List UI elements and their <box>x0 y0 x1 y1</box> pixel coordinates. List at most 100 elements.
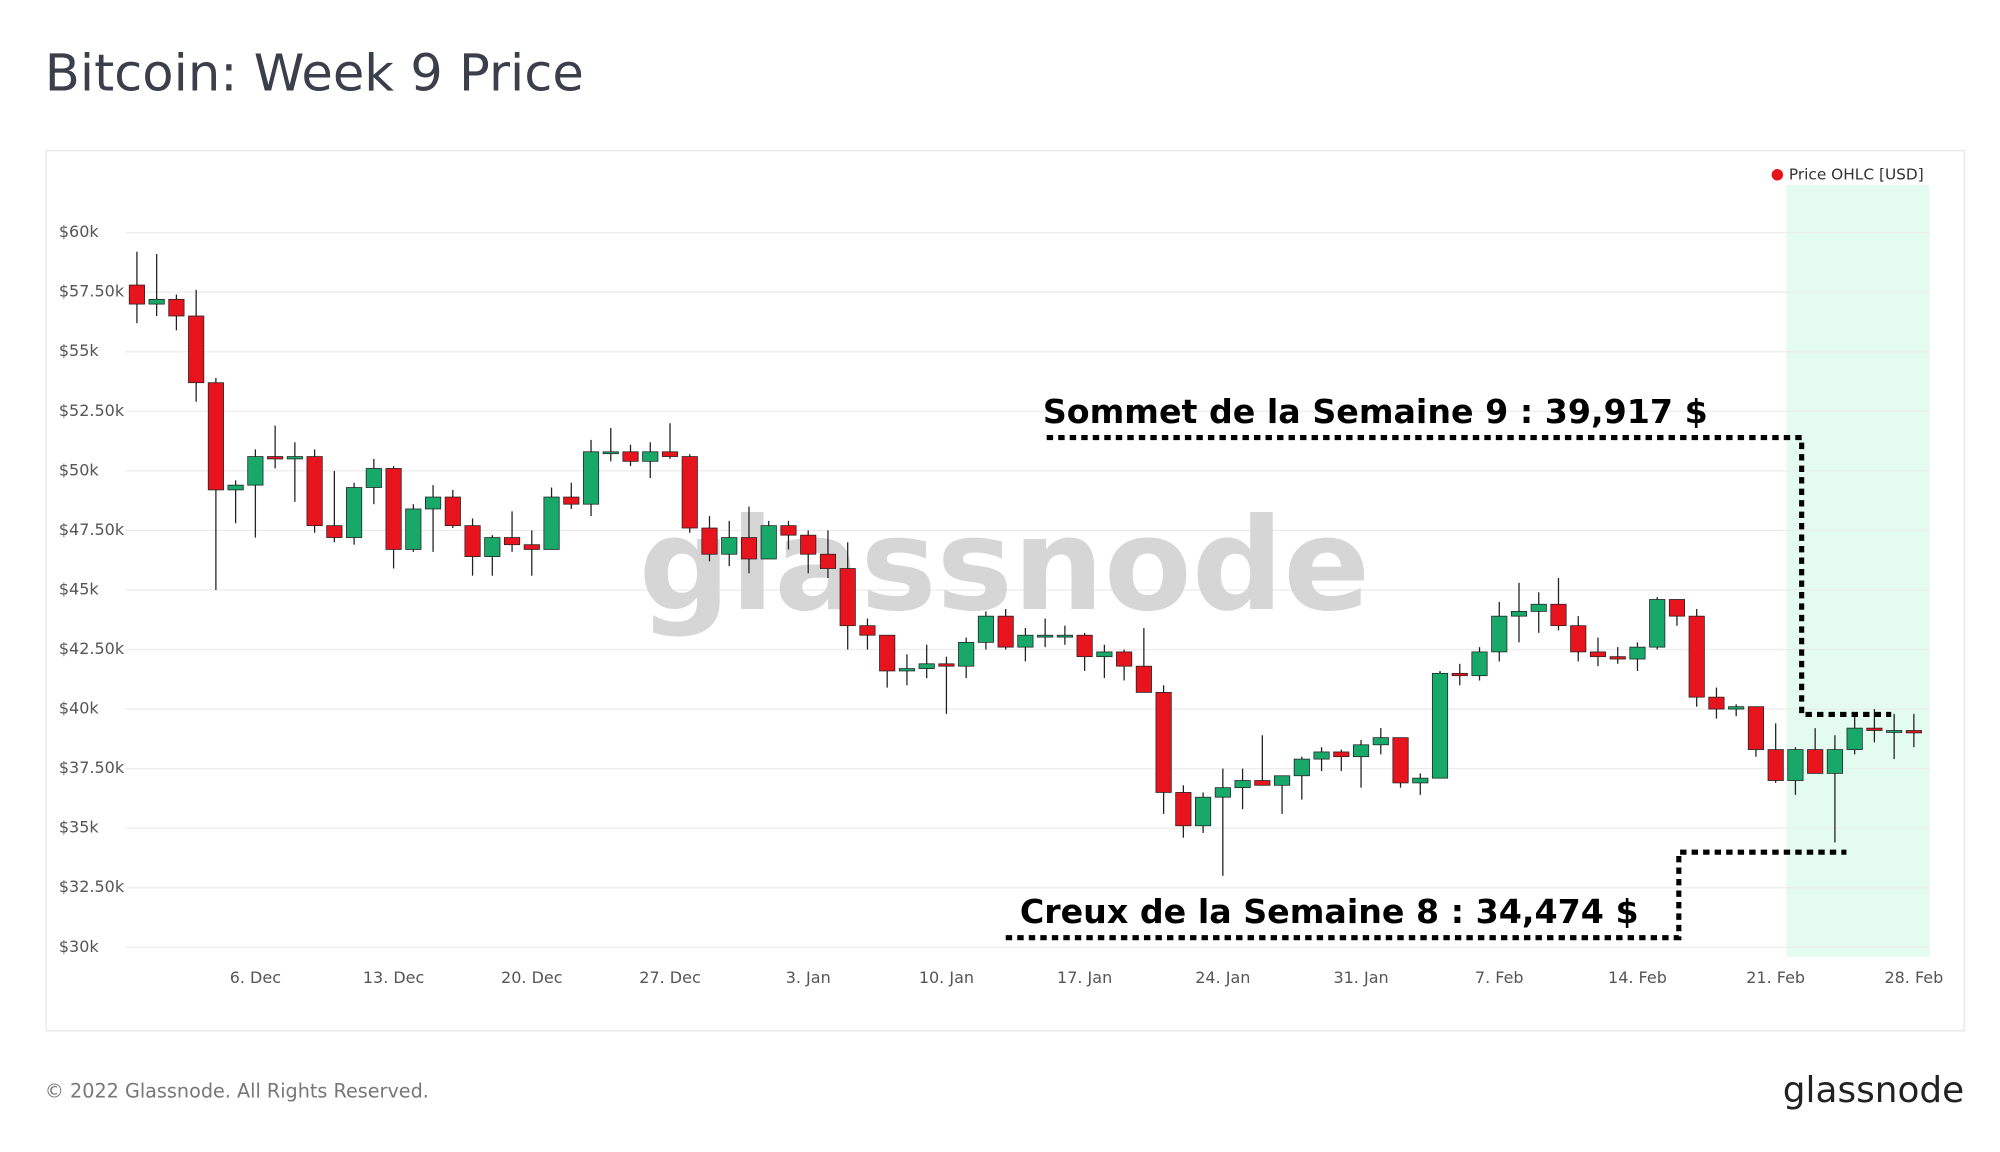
candle-body <box>286 456 303 460</box>
x-tick-label: 21. Feb <box>1746 968 1805 987</box>
candle-body <box>385 468 402 550</box>
candle-body <box>1629 646 1646 660</box>
candle-body <box>1017 634 1034 648</box>
dotted-line <box>1046 435 1892 717</box>
candle-body <box>661 451 679 457</box>
candle-body <box>819 553 837 569</box>
candle-body <box>622 451 639 462</box>
x-tick-label: 31. Jan <box>1333 968 1388 987</box>
candle-body <box>879 634 896 672</box>
x-tick-label: 3. Jan <box>786 968 831 987</box>
candle-body <box>188 315 205 384</box>
candle-body <box>760 525 777 560</box>
x-tick-label: 14. Feb <box>1608 968 1667 987</box>
candle-body <box>1905 730 1922 734</box>
y-tick-label: $35k <box>59 818 100 837</box>
candle-body <box>1471 651 1488 677</box>
copyright: © 2022 Glassnode. All Rights Reserved. <box>45 1080 429 1103</box>
candle-body <box>1214 787 1231 798</box>
candle-body <box>1609 656 1626 660</box>
candle-body <box>721 537 738 555</box>
candle-body <box>1037 634 1054 638</box>
watermark: glassnode <box>639 491 1370 640</box>
annotation: Sommet de la Semaine 9 : 39,917 $ <box>1043 392 1708 431</box>
x-tick-label: 24. Jan <box>1195 968 1250 987</box>
candle-body <box>839 568 856 627</box>
candle-body <box>1076 634 1093 658</box>
x-tick-label: 20. Dec <box>501 968 562 987</box>
x-tick-label: 27. Dec <box>639 968 700 987</box>
candle-body <box>1510 611 1528 617</box>
candle-body <box>859 625 876 636</box>
candle-body <box>1530 603 1547 612</box>
candle-body <box>405 508 422 550</box>
title: Bitcoin: Week 9 Price <box>45 45 584 104</box>
y-tick-label: $50k <box>59 460 100 479</box>
candle-body <box>168 298 185 317</box>
candle-body <box>227 484 244 491</box>
y-tick-label: $42.50k <box>59 639 125 658</box>
candle-body <box>642 451 659 462</box>
candle-body <box>444 496 461 527</box>
candle-body <box>1175 792 1192 827</box>
logo[interactable]: glassnode <box>1783 1070 1964 1111</box>
y-tick-label: $55k <box>59 341 100 360</box>
x-tick-label: 13. Dec <box>363 968 424 987</box>
candle-body <box>1747 706 1764 750</box>
candle-body <box>701 527 718 555</box>
y-tick-label: $30k <box>59 937 100 956</box>
candle-body <box>1155 692 1172 793</box>
candle-body <box>148 298 165 305</box>
candle-body <box>898 668 915 672</box>
y-tick-label: $32.50k <box>59 877 125 896</box>
candle-body <box>1649 599 1666 648</box>
x-tick-label: 17. Jan <box>1057 968 1112 987</box>
candle-body <box>938 663 955 667</box>
candle-body <box>425 496 442 510</box>
candle-body <box>800 534 817 555</box>
candle-body <box>346 487 363 538</box>
candle-body <box>1668 599 1686 617</box>
annotation: Creux de la Semaine 8 : 34,474 $ <box>1020 892 1639 931</box>
y-tick-label: $45k <box>59 579 100 598</box>
candle-body <box>1333 751 1350 758</box>
candle-body <box>1826 749 1843 774</box>
candle-body <box>1491 615 1508 653</box>
candle-body <box>1688 615 1705 698</box>
candle-body <box>523 544 540 550</box>
candle-body <box>1056 634 1073 638</box>
candle-body <box>1096 651 1113 658</box>
candle-body <box>128 284 145 305</box>
candle-body <box>918 663 935 669</box>
candle-body <box>780 525 797 536</box>
candle-body <box>484 537 501 557</box>
candle-body <box>1116 651 1133 667</box>
x-tick-label: 28. Feb <box>1884 968 1943 987</box>
candle-body <box>1846 727 1863 750</box>
candle-body <box>1451 672 1468 677</box>
candle-body <box>267 456 284 460</box>
x-tick-label: 7. Feb <box>1475 968 1524 987</box>
legend-label[interactable]: Price OHLC [USD] <box>1789 165 1924 183</box>
y-tick-label: $60k <box>59 222 100 241</box>
chart-frame <box>45 149 1965 1032</box>
candle-body <box>1807 749 1824 774</box>
candle-body <box>602 451 619 455</box>
candle-body <box>1195 796 1212 827</box>
candle-body <box>1352 744 1370 758</box>
week-highlight <box>1786 184 1930 957</box>
candle-body <box>1767 749 1784 781</box>
candle-body <box>1708 696 1725 710</box>
candle-body <box>1135 665 1152 693</box>
candle-body <box>958 641 975 667</box>
candle-body <box>740 537 758 560</box>
candle-body <box>1234 780 1251 789</box>
candle-body <box>207 382 224 491</box>
candle-body <box>1313 751 1330 760</box>
candle-body <box>365 468 382 488</box>
candle-body <box>1412 777 1429 784</box>
candle-body <box>681 456 698 529</box>
y-tick-label: $47.50k <box>59 520 125 539</box>
candle-body <box>1550 603 1567 627</box>
